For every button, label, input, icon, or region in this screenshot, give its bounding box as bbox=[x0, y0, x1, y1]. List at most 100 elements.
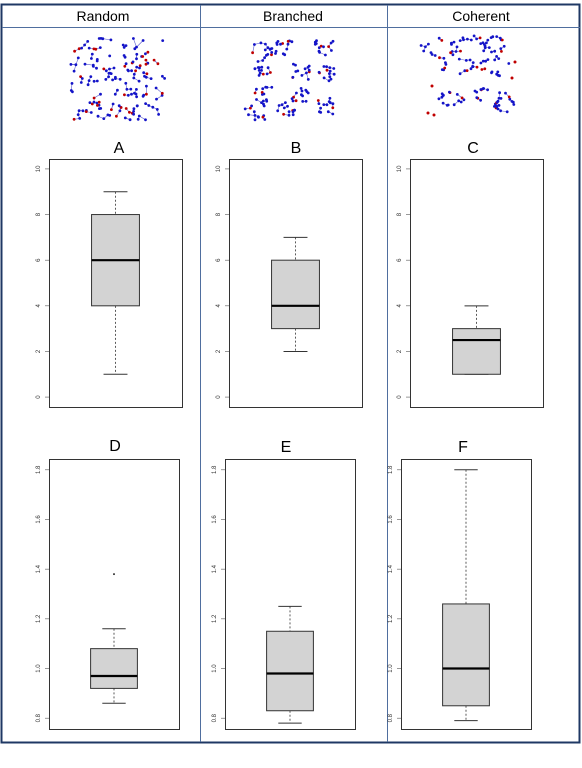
network-node-red bbox=[123, 64, 127, 68]
network-node-blue bbox=[502, 44, 506, 48]
network-node-blue bbox=[88, 101, 92, 104]
network-node-blue bbox=[135, 88, 138, 91]
network-node-blue bbox=[86, 40, 90, 43]
network-node-blue bbox=[304, 99, 308, 103]
network-node-blue bbox=[258, 71, 262, 75]
network-node-blue bbox=[118, 77, 122, 81]
network-node-blue bbox=[274, 52, 277, 55]
network-node-blue bbox=[469, 38, 473, 42]
network-node-blue bbox=[459, 100, 463, 104]
network-thumbnail-branched bbox=[243, 39, 336, 122]
network-node-blue bbox=[102, 117, 106, 120]
network-node-blue bbox=[304, 88, 308, 92]
network-node-blue bbox=[74, 63, 78, 67]
network-node-blue bbox=[464, 59, 468, 62]
y-tick-label: 1.2 bbox=[36, 614, 42, 623]
network-node-blue bbox=[263, 118, 267, 121]
network-node-blue bbox=[319, 111, 323, 114]
y-tick-label: 2 bbox=[397, 349, 403, 353]
network-node-blue bbox=[109, 38, 113, 42]
network-node-red bbox=[438, 56, 441, 60]
network-node-blue bbox=[475, 96, 479, 99]
network-node-red bbox=[160, 91, 164, 95]
y-tick-label: 1.8 bbox=[388, 465, 394, 474]
network-node-blue bbox=[124, 62, 128, 66]
network-node-blue bbox=[317, 46, 321, 50]
network-node-blue bbox=[76, 113, 80, 116]
network-node-blue bbox=[80, 46, 83, 50]
network-node-blue bbox=[243, 107, 247, 111]
network-node-blue bbox=[441, 94, 445, 97]
y-tick-label: 0 bbox=[397, 395, 403, 399]
network-node-red bbox=[443, 66, 447, 70]
y-tick-label: 6 bbox=[36, 258, 42, 262]
network-node-blue bbox=[505, 110, 509, 114]
outlier-point bbox=[113, 573, 115, 576]
network-node-blue bbox=[104, 78, 108, 81]
network-node-blue bbox=[499, 109, 502, 113]
network-node-blue bbox=[111, 102, 115, 106]
y-tick-label: 1.0 bbox=[36, 664, 42, 673]
network-node-blue bbox=[125, 87, 129, 91]
network-node-blue bbox=[458, 39, 462, 42]
network-node-blue bbox=[108, 67, 111, 71]
network-node-blue bbox=[135, 104, 139, 108]
network-node-blue bbox=[163, 77, 167, 80]
y-tick-label: 0.8 bbox=[388, 713, 394, 722]
network-node-blue bbox=[136, 117, 140, 121]
network-node-blue bbox=[322, 45, 325, 49]
network-node-blue bbox=[70, 82, 74, 85]
y-tick-label: 4 bbox=[36, 303, 42, 307]
network-node-blue bbox=[469, 67, 473, 71]
network-node-red bbox=[144, 62, 148, 66]
network-node-blue bbox=[448, 90, 451, 94]
network-node-blue bbox=[130, 69, 134, 73]
network-node-blue bbox=[155, 97, 158, 101]
network-node-blue bbox=[291, 113, 295, 117]
network-node-blue bbox=[129, 87, 133, 91]
network-node-blue bbox=[493, 49, 497, 53]
network-node-blue bbox=[132, 37, 135, 40]
network-node-blue bbox=[260, 101, 263, 104]
network-node-blue bbox=[131, 60, 135, 64]
network-node-blue bbox=[135, 52, 139, 56]
outer-border bbox=[0, 3, 581, 744]
network-node-red bbox=[90, 102, 94, 106]
network-node-red bbox=[72, 117, 76, 121]
network-node-red bbox=[281, 42, 284, 45]
y-tick-label: 0 bbox=[36, 395, 42, 399]
network-node-blue bbox=[282, 106, 286, 110]
network-node-blue bbox=[109, 72, 113, 75]
column-header-coherent: Coherent bbox=[452, 8, 510, 24]
y-tick-label: 1.4 bbox=[212, 564, 218, 573]
network-node-red bbox=[430, 84, 434, 88]
network-node-blue bbox=[479, 88, 483, 91]
network-node-blue bbox=[78, 117, 82, 120]
network-node-red bbox=[507, 95, 511, 99]
network-node-blue bbox=[452, 103, 456, 107]
network-node-blue bbox=[154, 86, 158, 90]
network-node-red bbox=[115, 114, 118, 118]
y-tick-label: 10 bbox=[36, 165, 42, 172]
network-node-red bbox=[500, 38, 504, 42]
network-node-blue bbox=[331, 39, 335, 43]
network-node-blue bbox=[95, 66, 98, 70]
network-node-blue bbox=[144, 52, 147, 56]
network-node-blue bbox=[327, 79, 331, 83]
network-node-blue bbox=[300, 74, 304, 77]
network-node-red bbox=[102, 67, 106, 71]
network-node-blue bbox=[144, 118, 147, 122]
network-node-blue bbox=[79, 81, 83, 84]
network-node-blue bbox=[497, 57, 501, 60]
network-node-blue bbox=[266, 46, 270, 50]
network-node-red bbox=[440, 39, 444, 42]
network-node-blue bbox=[126, 93, 130, 97]
network-node-red bbox=[286, 39, 290, 43]
network-node-blue bbox=[331, 102, 335, 106]
network-node-blue bbox=[479, 61, 483, 65]
network-node-red bbox=[510, 76, 514, 80]
boxplot-panel-f: F 0.8 1.0 1.2 1.4 1.6 1.8 bbox=[388, 439, 532, 730]
network-node-blue bbox=[294, 70, 298, 73]
y-tick-label: 1.6 bbox=[212, 515, 218, 524]
y-tick-label: 0.8 bbox=[212, 713, 218, 722]
